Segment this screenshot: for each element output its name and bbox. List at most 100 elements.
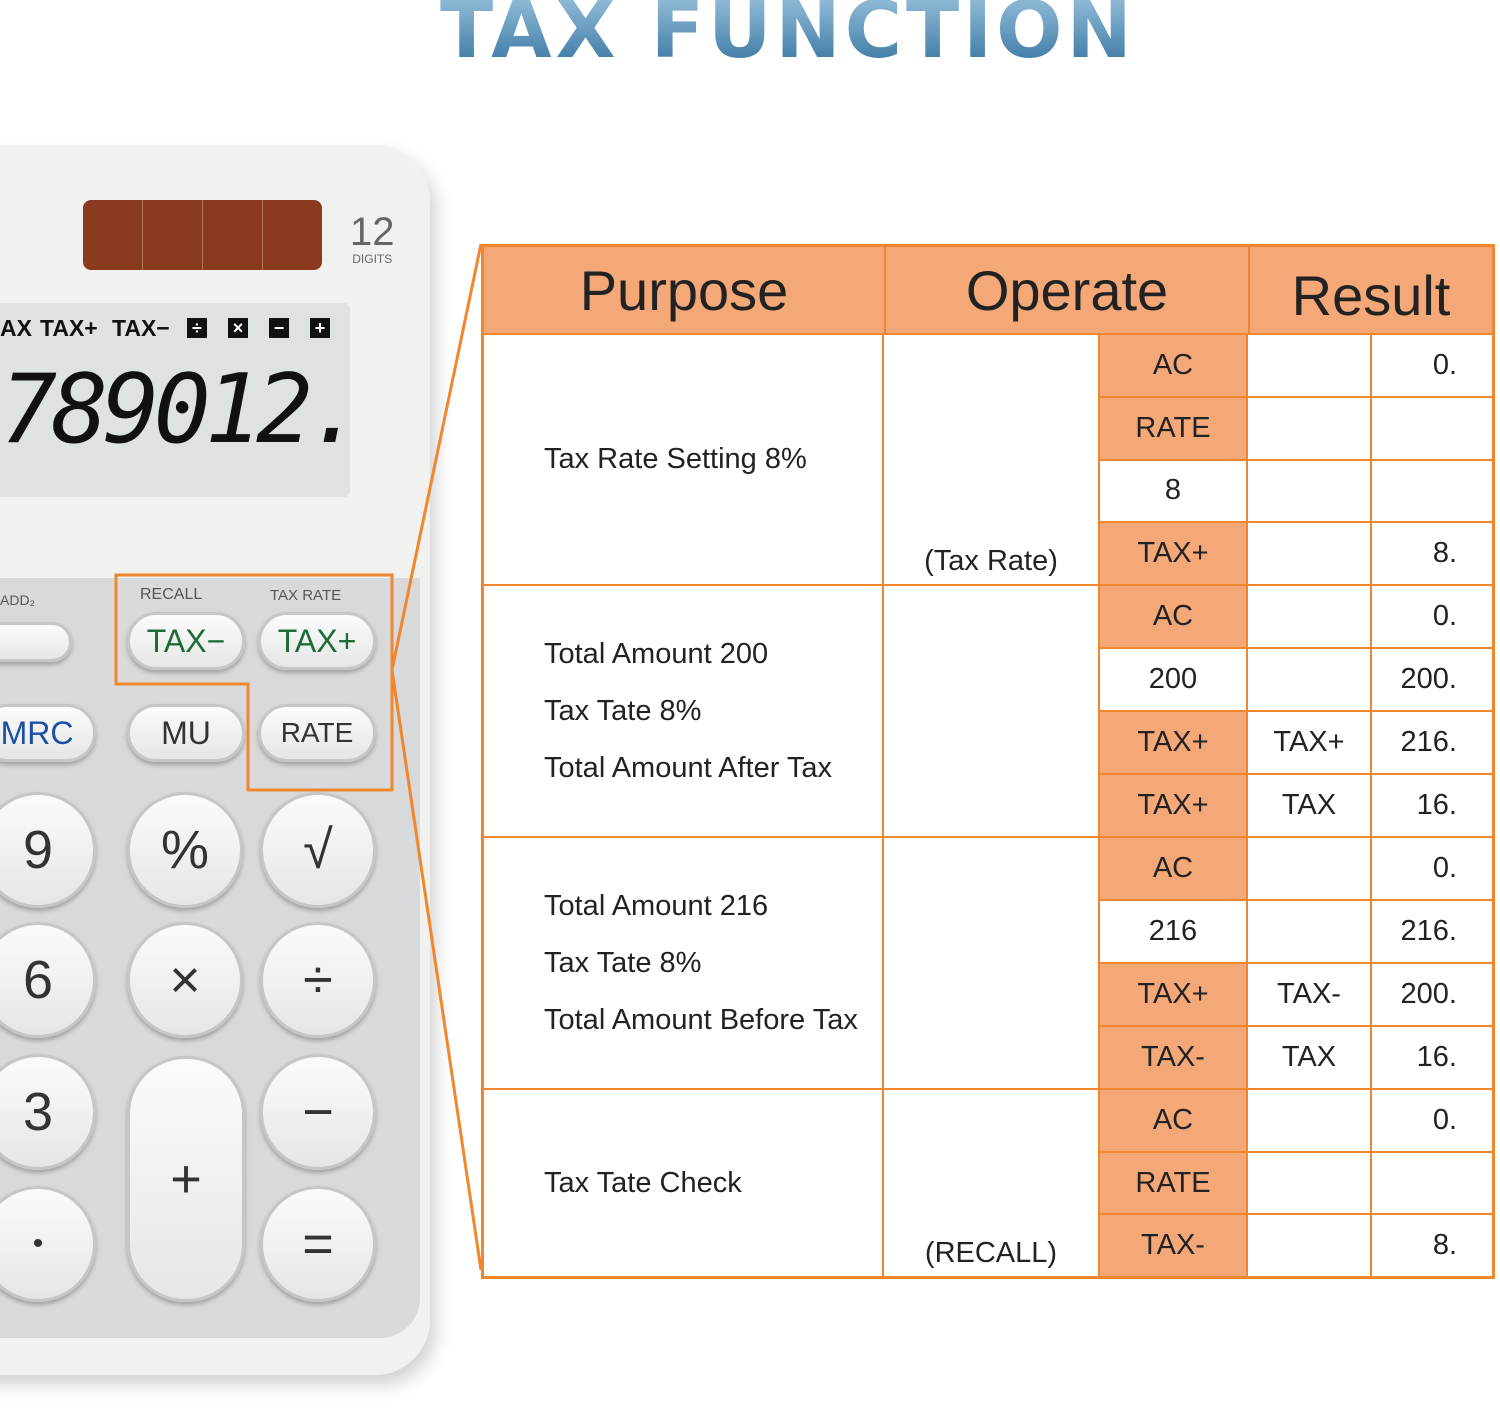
tax-function-table: Purpose Operate Result Tax Rate Setting … [481, 244, 1495, 1279]
mrc-key[interactable]: MRC [0, 704, 96, 762]
steps: AC 0. RATE TAX- 8. [1100, 1090, 1492, 1277]
steps: AC 0. 216 216. TAX+ TAX- 200. TAX- TAX 1… [1100, 838, 1492, 1088]
table-row: TAX- 8. [1100, 1215, 1492, 1277]
header-purpose: Purpose [484, 247, 886, 333]
multiply-indicator-icon: × [228, 318, 248, 338]
key-cell: TAX+ [1100, 523, 1248, 584]
result-cell [1372, 461, 1492, 522]
key-cell: TAX- [1100, 1027, 1248, 1088]
tax-plus-key[interactable]: TAX+ [258, 612, 376, 670]
operate-note-cell: (RECALL) [884, 1090, 1100, 1276]
key-cell: TAX+ [1100, 964, 1248, 1025]
purpose-line: Total Amount 216 [544, 889, 769, 922]
indicator-cell [1248, 335, 1372, 396]
key-cell: AC [1100, 838, 1248, 899]
plus-indicator-icon: + [310, 318, 330, 338]
table-row: AC 0. [1100, 335, 1492, 398]
tax-rate-label: TAX RATE [270, 587, 342, 604]
operate-note-cell [884, 838, 1100, 1088]
key-cell: AC [1100, 335, 1248, 396]
table-section: Tax Rate Setting 8% (Tax Rate) AC 0. RATE… [484, 335, 1492, 586]
lcd-display [0, 303, 350, 497]
operate-note-cell: (Tax Rate) [884, 335, 1100, 584]
mu-key[interactable]: MU [127, 704, 245, 762]
indicator-cell [1248, 649, 1372, 710]
table-row: TAX+ TAX+ 216. [1100, 712, 1492, 775]
divide-indicator-icon: ÷ [187, 318, 207, 338]
recall-label: RECALL [140, 586, 203, 603]
steps: AC 0. 200 200. TAX+ TAX+ 216. TAX+ TAX 1… [1100, 586, 1492, 836]
table-section: Total Amount 216 Tax Tate 8% Total Amount … [484, 838, 1492, 1090]
result-cell: 216. [1400, 915, 1457, 947]
percent-key[interactable]: % [127, 792, 243, 908]
key-cell: AC [1100, 1090, 1248, 1151]
sqrt-key[interactable]: √ [260, 792, 376, 908]
multiply-key[interactable]: × [127, 922, 243, 1038]
indicator-cell [1248, 901, 1372, 962]
divide-key[interactable]: ÷ [260, 922, 376, 1038]
indicator-cell: TAX [1248, 1027, 1372, 1088]
plus-key[interactable]: + [127, 1056, 245, 1302]
indicator-cell [1248, 1090, 1372, 1151]
key-cell: TAX+ [1100, 712, 1248, 773]
table-header: Purpose Operate Result [484, 247, 1492, 335]
minus-indicator-icon: − [269, 318, 289, 338]
key-cell: 216 [1100, 901, 1248, 962]
indicator-cell: TAX+ [1248, 712, 1372, 773]
indicator-cell [1248, 586, 1372, 647]
digits-badge: 12 DIGITS [350, 212, 395, 266]
digits-number: 12 [350, 210, 395, 254]
purpose-line: Tax Tate 8% [544, 946, 702, 979]
purpose-line: Total Amount After Tax [544, 751, 833, 784]
equals-key[interactable]: = [260, 1186, 376, 1302]
indicator-cell [1248, 460, 1372, 522]
header-result: Result [1291, 263, 1451, 327]
indicator-cell [1248, 1215, 1372, 1277]
header-operate: Operate [886, 247, 1250, 333]
table-row: AC 0. [1100, 586, 1492, 649]
indicator-tax-minus: TAX− [112, 315, 170, 341]
table-row: TAX+ 8. [1100, 523, 1492, 584]
indicator-cell [1248, 523, 1372, 584]
indicator-cell: TAX- [1248, 964, 1372, 1025]
table-row: 200 200. [1100, 649, 1492, 712]
key-cell: AC [1100, 586, 1248, 647]
purpose-line: Tax Rate Setting 8% [544, 443, 807, 475]
key-6[interactable]: 6 [0, 922, 96, 1038]
purpose-cell: Total Amount 216 Tax Tate 8% Total Amount … [484, 838, 884, 1088]
table-section: Total Amount 200 Tax Tate 8% Total Amount … [484, 586, 1492, 838]
indicator-tax-plus: TAX+ [40, 315, 98, 341]
key-cell: RATE [1100, 397, 1248, 459]
result-cell: 8. [1432, 537, 1457, 570]
lcd-number: 789012. [0, 355, 364, 465]
minus-key[interactable]: − [260, 1054, 376, 1170]
purpose-line: Tax Tate Check [544, 1166, 742, 1199]
result-cell: 16. [1416, 789, 1457, 821]
decimal-key[interactable]: • [0, 1186, 96, 1302]
key-3[interactable]: 3 [0, 1054, 96, 1170]
table-row: RATE [1100, 1152, 1492, 1216]
callout-line-bottom [390, 669, 483, 1271]
table-row: TAX+ TAX 16. [1100, 775, 1492, 836]
table-row: TAX+ TAX- 200. [1100, 964, 1492, 1027]
key-cell: TAX+ [1100, 775, 1248, 836]
indicator-tax: AX [0, 315, 32, 341]
solar-panel [83, 200, 322, 270]
table-row: TAX- TAX 16. [1100, 1027, 1492, 1088]
rate-key[interactable]: RATE [258, 704, 376, 762]
highlight-outline [114, 573, 394, 792]
indicator-cell [1248, 838, 1372, 899]
indicator-cell [1248, 397, 1372, 459]
mode-switch[interactable] [0, 622, 72, 662]
digits-label: DIGITS [352, 252, 393, 266]
key-9[interactable]: 9 [0, 792, 96, 908]
result-cell: 216. [1400, 726, 1457, 758]
result-cell: 0. [1432, 1103, 1457, 1136]
table-section: Tax Tate Check (RECALL) AC 0. RATE TAX- 8… [484, 1090, 1492, 1277]
purpose-line: Tax Tate 8% [544, 694, 702, 727]
table-row: 216 216. [1100, 901, 1492, 964]
purpose-cell: Total Amount 200 Tax Tate 8% Total Amount … [484, 586, 884, 836]
tax-minus-key[interactable]: TAX− [127, 612, 245, 670]
key-cell: TAX- [1100, 1215, 1248, 1277]
